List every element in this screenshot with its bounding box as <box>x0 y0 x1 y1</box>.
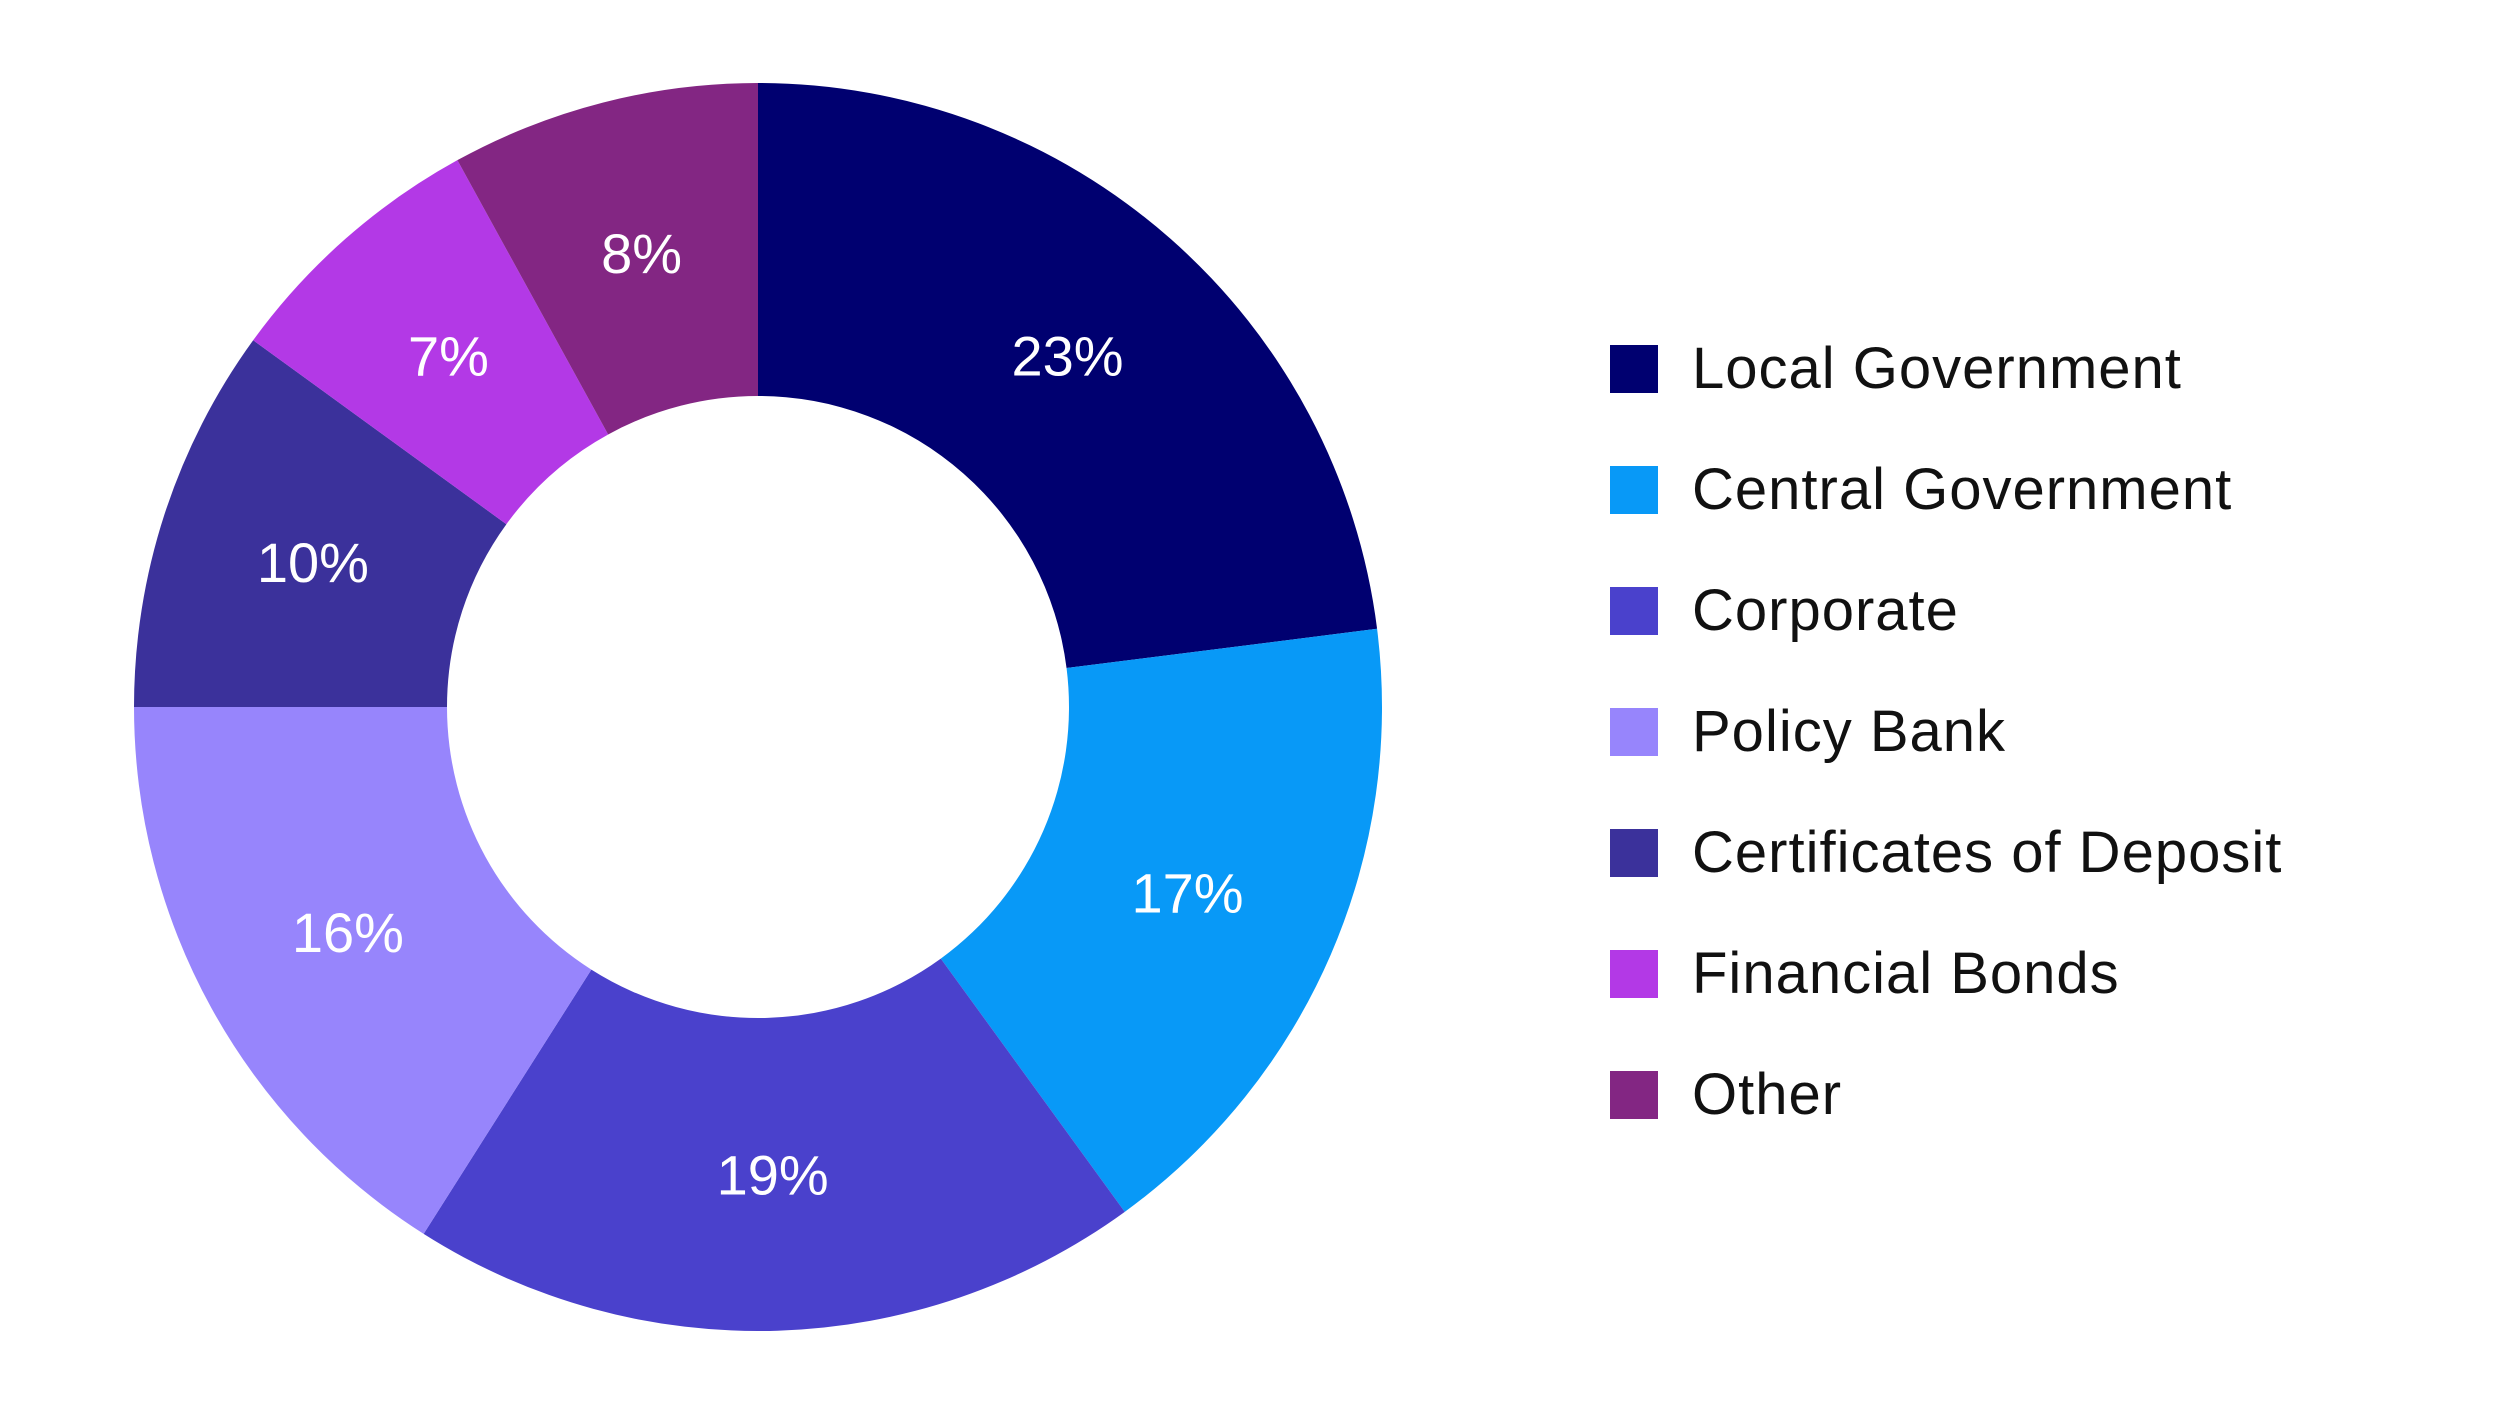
slice-central-government <box>940 628 1382 1212</box>
slice-label-corporate: 19% <box>717 1143 829 1206</box>
legend-item-local-government: Local Government <box>1610 308 2470 429</box>
legend-swatch <box>1610 707 1658 756</box>
legend-label: Financial Bonds <box>1692 941 2120 1006</box>
legend: Local Government Central Government Corpor… <box>1610 308 2470 1155</box>
legend-label: Local Government <box>1692 336 2182 401</box>
legend-item-certificates-of-deposit: Certificates of Deposit <box>1610 792 2470 913</box>
slice-label-other: 8% <box>601 222 682 285</box>
slice-label-policy-bank: 16% <box>292 901 404 964</box>
legend-label: Certificates of Deposit <box>1692 820 2283 885</box>
slice-corporate <box>423 958 1125 1331</box>
legend-item-central-government: Central Government <box>1610 429 2470 550</box>
legend-swatch <box>1610 344 1658 393</box>
legend-swatch <box>1610 586 1658 635</box>
legend-item-other: Other <box>1610 1034 2470 1155</box>
legend-label: Policy Bank <box>1692 699 2007 764</box>
slice-financial-bonds <box>253 160 609 525</box>
slice-policy-bank <box>134 707 592 1234</box>
legend-swatch <box>1610 949 1658 998</box>
slice-local-government <box>758 83 1378 669</box>
legend-item-policy-bank: Policy Bank <box>1610 671 2470 792</box>
slice-label-certificates-of-deposit: 10% <box>257 531 369 594</box>
slice-label-central-government: 17% <box>1131 861 1243 924</box>
legend-label: Other <box>1692 1062 1843 1127</box>
legend-item-corporate: Corporate <box>1610 550 2470 671</box>
slice-certificates-of-deposit <box>134 340 507 707</box>
slice-label-financial-bonds: 7% <box>408 324 489 387</box>
legend-item-financial-bonds: Financial Bonds <box>1610 913 2470 1034</box>
legend-swatch <box>1610 465 1658 514</box>
slices <box>134 82 1382 1331</box>
slice-label-local-government: 23% <box>1011 324 1123 387</box>
slice-labels: 23% 17% 19% 16% 10% 7% 8% <box>257 222 1244 1206</box>
legend-swatch <box>1610 1070 1658 1119</box>
slice-other <box>457 82 758 435</box>
donut-plot: 23% 17% 19% 16% 10% 7% 8% <box>134 82 1382 1331</box>
legend-label: Central Government <box>1692 457 2233 522</box>
legend-swatch <box>1610 828 1658 877</box>
legend-label: Corporate <box>1692 578 1959 643</box>
